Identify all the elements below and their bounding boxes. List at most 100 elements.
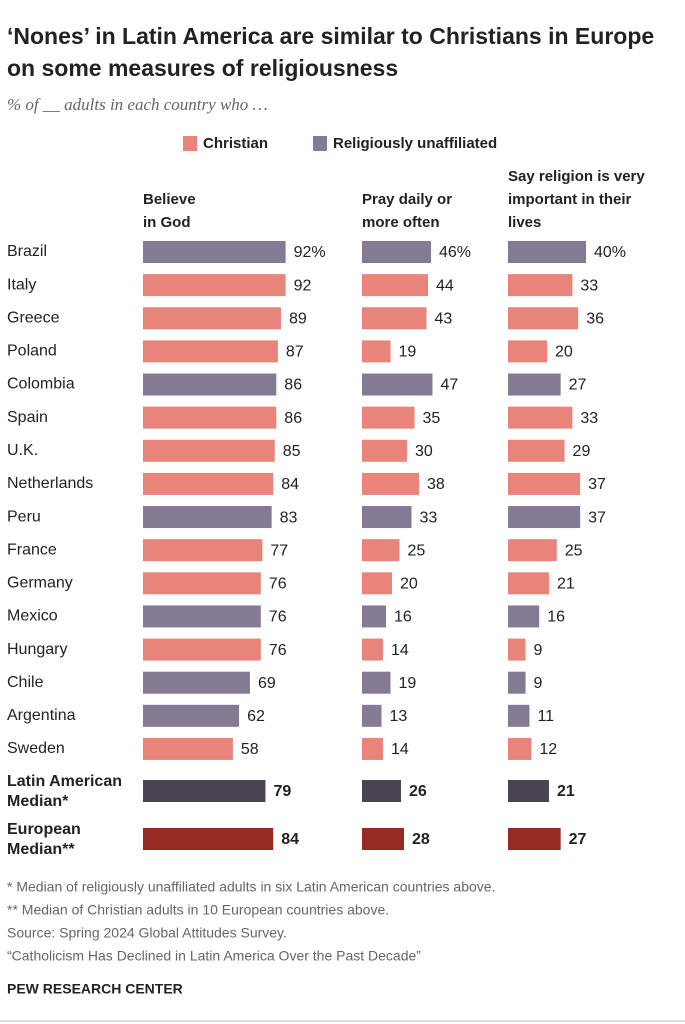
bar — [508, 241, 586, 263]
category-label: Colombia — [7, 376, 75, 393]
bar — [362, 638, 383, 661]
panel-title: lives — [508, 214, 541, 231]
value-label: 44 — [436, 277, 454, 294]
value-label: 21 — [557, 783, 575, 800]
legend-label: Religiously unaffiliated — [333, 135, 497, 152]
bar — [508, 472, 581, 495]
bar — [143, 539, 263, 562]
value-label: 87 — [286, 344, 304, 361]
chart-subtitle: % of __ adults in each country who … — [7, 95, 268, 114]
category-label: Italy — [7, 276, 36, 293]
bar — [362, 780, 401, 802]
bar — [362, 671, 391, 694]
value-label: 58 — [241, 741, 259, 758]
value-label: 37 — [588, 509, 606, 526]
value-label: 83 — [280, 509, 298, 526]
category-label: Germany — [7, 575, 73, 592]
bar — [362, 572, 392, 595]
footnote: Source: Spring 2024 Global Attitudes Sur… — [7, 925, 287, 941]
value-label: 85 — [283, 443, 301, 460]
value-label: 33 — [580, 277, 598, 294]
value-label: 92 — [294, 277, 312, 294]
panel-title: Believe — [143, 191, 196, 208]
bar — [143, 780, 266, 802]
footnote: ** Median of Christian adults in 10 Euro… — [7, 902, 389, 918]
value-label: 21 — [557, 576, 575, 593]
source-org: PEW RESEARCH CENTER — [7, 981, 183, 997]
value-label: 84 — [281, 831, 299, 848]
value-label: 33 — [420, 509, 438, 526]
bar — [362, 605, 386, 628]
category-label: Median* — [7, 793, 69, 810]
value-label: 46% — [439, 244, 471, 261]
bar — [362, 472, 419, 495]
value-label: 43 — [435, 310, 453, 327]
value-label: 27 — [569, 831, 587, 848]
bar — [143, 605, 261, 628]
value-label: 19 — [399, 675, 417, 692]
bar — [508, 671, 526, 694]
value-label: 92% — [294, 244, 326, 261]
value-label: 12 — [539, 741, 557, 758]
bar — [362, 439, 407, 462]
bar — [143, 572, 261, 595]
category-label: Greece — [7, 309, 60, 326]
category-label: Median** — [7, 841, 75, 858]
footnote: * Median of religiously unaffiliated adu… — [7, 879, 495, 895]
panel-title: important in their — [508, 191, 631, 208]
value-label: 16 — [394, 609, 412, 626]
category-label: Spain — [7, 409, 48, 426]
value-label: 79 — [273, 783, 291, 800]
value-label: 76 — [269, 576, 287, 593]
bar — [143, 307, 281, 330]
value-label: 47 — [441, 377, 459, 394]
bar — [143, 340, 278, 363]
bar — [508, 828, 561, 850]
bar — [143, 737, 233, 760]
bar — [508, 539, 557, 562]
bar — [362, 539, 400, 562]
bar — [508, 737, 532, 760]
bar — [508, 704, 530, 727]
panel-title: Say religion is very — [508, 168, 645, 185]
bar — [508, 506, 581, 529]
value-label: 9 — [534, 675, 543, 692]
value-label: 76 — [269, 642, 287, 659]
value-label: 16 — [547, 609, 565, 626]
category-label: Chile — [7, 674, 44, 691]
bar — [143, 274, 286, 297]
value-label: 25 — [565, 542, 583, 559]
bar — [508, 373, 561, 396]
bar — [362, 704, 382, 727]
bar — [143, 704, 240, 727]
value-label: 86 — [284, 410, 302, 427]
category-label: Sweden — [7, 740, 65, 757]
value-label: 19 — [399, 344, 417, 361]
bar — [362, 373, 433, 396]
category-label: Mexico — [7, 608, 58, 625]
value-label: 25 — [408, 542, 426, 559]
panel-title: in God — [143, 214, 191, 231]
legend-swatch — [183, 136, 197, 151]
value-label: 13 — [390, 708, 408, 725]
bar — [362, 340, 391, 363]
bar — [362, 241, 431, 263]
bar — [362, 406, 415, 429]
value-label: 29 — [573, 443, 591, 460]
value-label: 26 — [409, 783, 427, 800]
category-label: Poland — [7, 343, 57, 360]
bar — [508, 605, 540, 628]
value-label: 33 — [580, 410, 598, 427]
value-label: 28 — [412, 831, 430, 848]
bar — [143, 506, 272, 529]
bar — [143, 472, 274, 495]
value-label: 62 — [247, 708, 265, 725]
bar — [508, 439, 565, 462]
value-label: 20 — [555, 344, 573, 361]
bar — [508, 307, 579, 330]
category-label: Hungary — [7, 641, 67, 658]
bar — [508, 572, 549, 595]
bar — [508, 638, 526, 661]
bar — [143, 241, 286, 263]
value-label: 76 — [269, 609, 287, 626]
